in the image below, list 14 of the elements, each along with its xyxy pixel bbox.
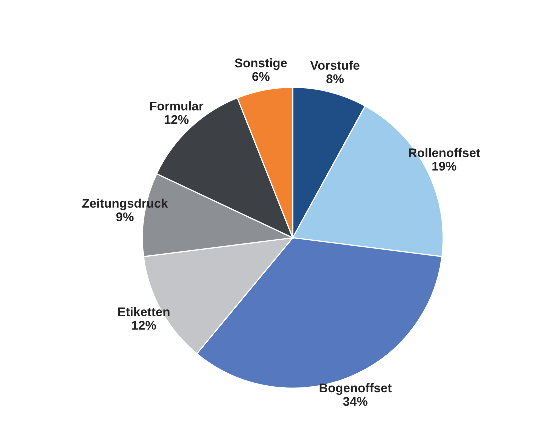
data-label: 12% (164, 115, 189, 124)
data-label: 6% (252, 72, 270, 82)
slice-label: Etiketten (118, 307, 170, 316)
data-label: 8% (326, 74, 344, 84)
slice-label: Formular (150, 102, 204, 111)
slice-label: Vorstufe (310, 60, 360, 70)
data-label: 34% (343, 397, 368, 406)
slice-label: Rollenoffset (409, 148, 480, 158)
slice-label: Sonstige (235, 58, 288, 70)
slice-label: Bogenoffset (320, 383, 392, 396)
slice-label: Zeitungsdruck (82, 198, 168, 211)
data-label: 19% (432, 162, 457, 171)
data-label: 9% (116, 212, 134, 222)
data-label: 12% (132, 321, 156, 330)
